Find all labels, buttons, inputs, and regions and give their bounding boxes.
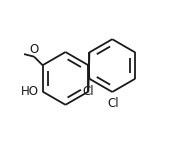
- Text: Cl: Cl: [82, 85, 94, 98]
- Text: Cl: Cl: [108, 97, 120, 110]
- Text: HO: HO: [21, 85, 39, 98]
- Text: O: O: [30, 43, 39, 56]
